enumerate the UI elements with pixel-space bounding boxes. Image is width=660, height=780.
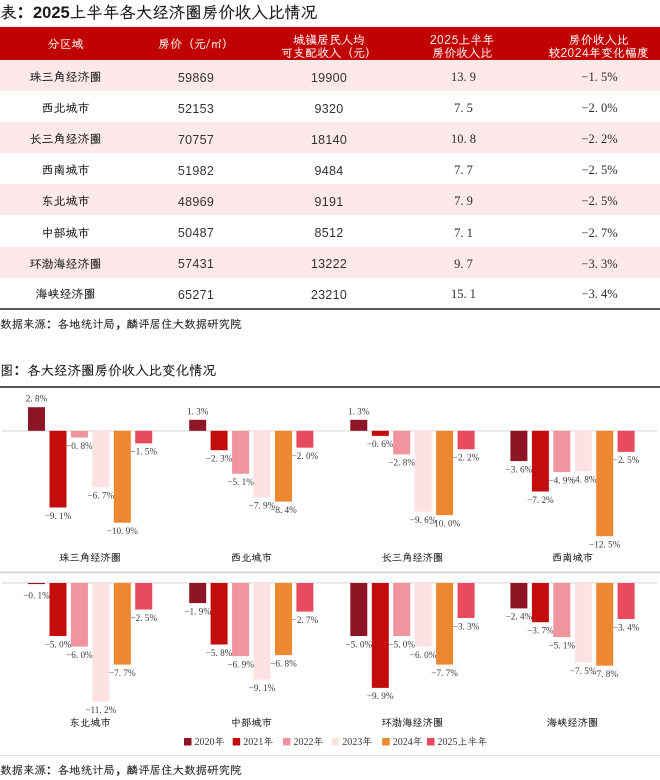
svg-text:1. 3%: 1. 3% [187,406,209,416]
svg-text:−7. 8%: −7. 8% [591,669,618,679]
svg-text:−6. 0%: −6. 0% [66,650,93,660]
svg-text:−0. 1%: −0. 1% [23,591,50,601]
svg-text:西南城市: 西南城市 [552,550,593,564]
svg-text:−9. 1%: −9. 1% [45,511,72,521]
svg-text:−5. 8%: −5. 8% [206,648,233,658]
svg-text:2021年: 2021年 [243,737,273,748]
svg-text:−10. 0%: −10. 0% [429,518,461,528]
svg-text:−7. 2%: −7. 2% [527,495,554,505]
svg-text:−5. 1%: −5. 1% [227,477,254,487]
svg-text:−7. 7%: −7. 7% [109,668,136,678]
svg-text:−2. 3%: −2. 3% [206,454,233,464]
svg-text:−12. 5%: −12. 5% [589,540,621,550]
svg-text:−3. 4%: −3. 4% [613,622,640,632]
svg-text:西北城市: 西北城市 [231,550,272,564]
svg-text:−1. 9%: −1. 9% [184,606,211,616]
svg-text:2023年: 2023年 [342,737,372,748]
svg-text:环渤海经济圈: 环渤海经济圈 [382,715,444,729]
svg-text:−5. 0%: −5. 0% [345,639,372,649]
svg-text:东北城市: 东北城市 [70,715,111,729]
svg-text:−4. 8%: −4. 8% [570,475,597,485]
svg-text:−2. 8%: −2. 8% [388,458,415,468]
svg-text:−3. 3%: −3. 3% [453,621,480,631]
svg-text:−5. 0%: −5. 0% [388,639,415,649]
svg-text:−1. 5%: −1. 5% [130,447,157,457]
svg-text:−9. 9%: −9. 9% [367,691,394,701]
svg-text:−2. 5%: −2. 5% [130,613,157,623]
svg-text:−11. 2%: −11. 2% [85,705,116,715]
svg-text:珠三角经济圈: 珠三角经济圈 [59,550,121,564]
svg-text:−10. 9%: −10. 9% [107,526,139,536]
svg-text:−9. 6%: −9. 6% [410,515,437,525]
svg-text:2024年: 2024年 [393,737,423,748]
svg-text:−6. 8%: −6. 8% [270,658,297,668]
svg-text:长三角经济圈: 长三角经济圈 [382,550,444,564]
svg-text:−2. 0%: −2. 0% [292,451,319,461]
svg-text:−2. 5%: −2. 5% [613,455,640,465]
svg-text:−2. 4%: −2. 4% [506,612,533,622]
svg-text:−3. 6%: −3. 6% [506,464,533,474]
svg-text:2022年: 2022年 [294,737,324,748]
svg-text:−3. 7%: −3. 7% [527,626,554,636]
svg-text:海峡经济圈: 海峡经济圈 [547,715,598,729]
svg-text:−2. 2%: −2. 2% [453,453,480,463]
svg-text:−9. 1%: −9. 1% [249,683,276,693]
svg-text:1. 3%: 1. 3% [348,406,370,416]
svg-text:−5. 0%: −5. 0% [45,639,72,649]
svg-text:−0. 8%: −0. 8% [66,441,93,451]
svg-text:−6. 7%: −6. 7% [87,491,114,501]
svg-text:−5. 1%: −5. 1% [548,640,575,650]
svg-text:−0. 6%: −0. 6% [367,439,394,449]
svg-text:−7. 5%: −7. 5% [570,666,597,676]
svg-text:−6. 9%: −6. 9% [227,659,254,669]
svg-text:−7. 7%: −7. 7% [431,668,458,678]
svg-text:2025上半年: 2025上半年 [438,737,488,748]
svg-text:−8. 4%: −8. 4% [270,505,297,515]
svg-text:2020年: 2020年 [195,737,225,748]
svg-text:−4. 9%: −4. 9% [548,475,575,485]
svg-text:−2. 7%: −2. 7% [292,615,319,625]
svg-text:2. 8%: 2. 8% [26,394,48,404]
svg-text:−6. 0%: −6. 0% [410,650,437,660]
svg-text:中部城市: 中部城市 [231,715,272,729]
svg-text:−7. 9%: −7. 9% [249,501,276,511]
